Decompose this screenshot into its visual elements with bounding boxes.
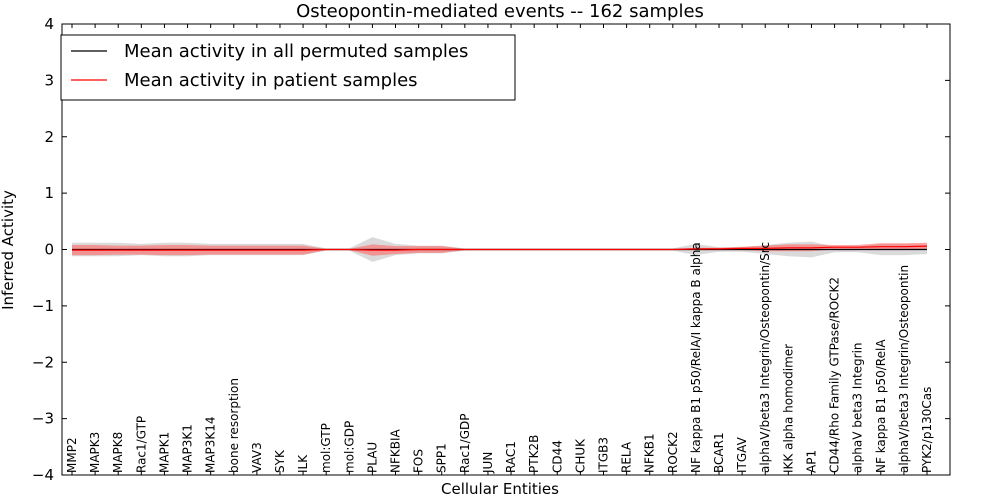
y-tick-label: 0 bbox=[44, 241, 54, 259]
x-tick-label: NFKBIA bbox=[389, 428, 403, 473]
x-tick-label: ROCK2 bbox=[666, 431, 680, 473]
y-tick-label: −1 bbox=[32, 297, 54, 315]
y-tick-label: 1 bbox=[44, 184, 54, 202]
y-tick-label: −2 bbox=[32, 353, 54, 371]
legend-label-permuted: Mean activity in all permuted samples bbox=[124, 41, 468, 62]
y-tick-label: 2 bbox=[44, 128, 54, 146]
series-line-patient bbox=[72, 245, 928, 251]
x-tick-label: RAC1 bbox=[504, 441, 518, 473]
x-tick-label: CD44 bbox=[550, 440, 564, 473]
x-tick-label: MAP3K14 bbox=[204, 416, 218, 473]
x-tick-label: MAP3K1 bbox=[181, 424, 195, 473]
x-tick-label: VAV3 bbox=[250, 442, 264, 473]
x-tick-label: alphaV beta3 Integrin bbox=[851, 342, 865, 473]
x-tick-label: ITGAV bbox=[735, 436, 749, 473]
x-tick-label: RELA bbox=[620, 441, 634, 473]
x-tick-label: NFKB1 bbox=[643, 433, 657, 473]
x-tick-label: ITGB3 bbox=[597, 437, 611, 473]
x-tick-label: alphaV/beta3 Integrin/Osteopontin/Src bbox=[758, 242, 772, 473]
x-tick-label: Rac1/GTP bbox=[134, 416, 148, 473]
x-tick-label: SPP1 bbox=[435, 443, 449, 473]
x-tick-label: PTK2B bbox=[527, 435, 541, 473]
x-tick-label: JUN bbox=[481, 452, 495, 474]
legend: Mean activity in all permuted samples Me… bbox=[60, 34, 516, 101]
x-tick-label: mol:GTP bbox=[319, 423, 333, 473]
x-tick-label: SYK bbox=[273, 449, 287, 473]
x-tick-label: PYK2/p130Cas bbox=[920, 387, 934, 473]
legend-box bbox=[60, 34, 516, 101]
x-tick-label: mol:GDP bbox=[342, 421, 356, 473]
series-lines bbox=[72, 245, 928, 251]
x-axis: MMP2 MAPK3 MAPK8 Rac1/GTP MAPK1 MAP3K1 MAP3K14… bbox=[65, 24, 934, 475]
x-axis-label: Cellular Entities bbox=[441, 480, 559, 498]
x-tick-label: IKK alpha homodimer bbox=[781, 344, 795, 473]
legend-label-patient: Mean activity in patient samples bbox=[124, 70, 418, 91]
y-tick-label: −4 bbox=[32, 466, 54, 484]
x-tick-label: CHUK bbox=[573, 438, 587, 473]
x-tick-label: NF kappa B1 p50/RelA/I kappa B alpha bbox=[689, 242, 703, 473]
x-tick-label: MMP2 bbox=[65, 437, 79, 473]
chart-title: Osteopontin-mediated events -- 162 sampl… bbox=[296, 1, 704, 22]
x-tick-label: FOS bbox=[412, 449, 426, 473]
x-tick-label: alphaV/beta3 Integrin/Osteopontin bbox=[897, 265, 911, 473]
x-tick-label: NF kappa B1 p50/RelA bbox=[874, 339, 888, 473]
y-tick-label: −3 bbox=[32, 410, 54, 428]
y-tick-label: 4 bbox=[44, 15, 54, 33]
y-axis-label: Inferred Activity bbox=[0, 190, 17, 310]
x-tick-label: BCAR1 bbox=[712, 432, 726, 473]
x-tick-label: PLAU bbox=[365, 442, 379, 473]
y-tick-label: 3 bbox=[44, 71, 54, 89]
x-tick-label: AP1 bbox=[805, 450, 819, 473]
x-tick-label: MAPK3 bbox=[88, 432, 102, 473]
x-tick-label: MAPK1 bbox=[157, 432, 171, 473]
x-tick-label: MAPK8 bbox=[111, 432, 125, 473]
x-tick-label: ILK bbox=[296, 454, 310, 473]
y-axis: −4 −3 −2 −1 0 1 2 3 4 bbox=[32, 15, 950, 484]
x-tick-label: bone resorption bbox=[227, 378, 241, 473]
x-tick-label: CD44/Rho Family GTPase/ROCK2 bbox=[828, 277, 842, 473]
x-tick-label: Rac1/GDP bbox=[458, 414, 472, 473]
